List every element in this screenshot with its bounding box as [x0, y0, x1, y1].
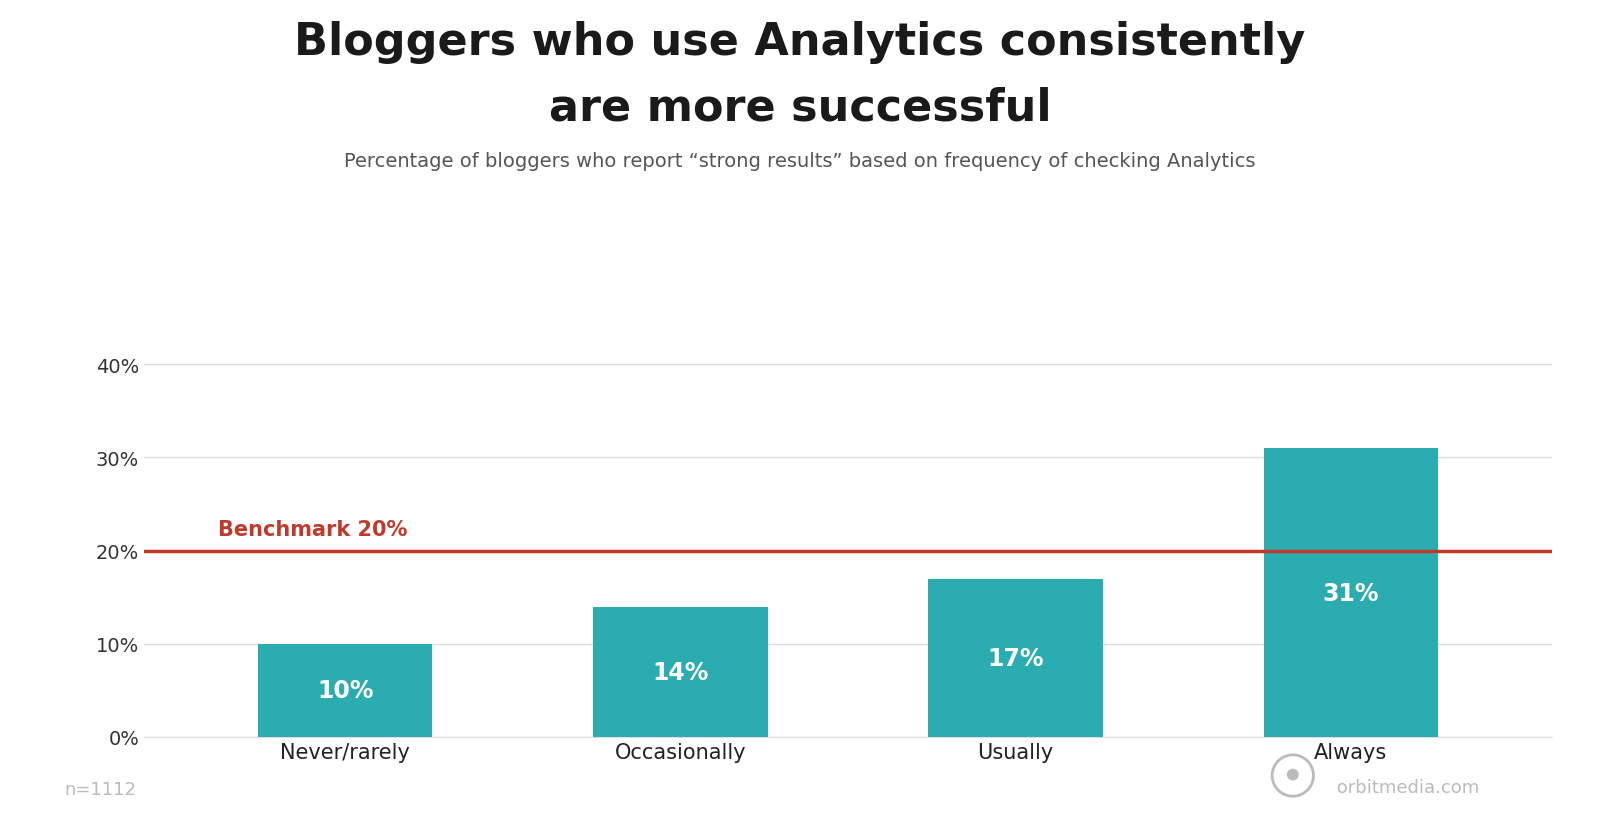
Bar: [594, 607, 768, 737]
Text: 14%: 14%: [653, 660, 709, 684]
Text: orbitmedia.com: orbitmedia.com: [1331, 778, 1480, 796]
Bar: [1264, 449, 1438, 737]
Text: 17%: 17%: [987, 646, 1043, 670]
Bar: [258, 644, 432, 737]
Text: Benchmark 20%: Benchmark 20%: [218, 520, 406, 540]
Text: are more successful: are more successful: [549, 86, 1051, 129]
Text: n=1112: n=1112: [64, 781, 136, 799]
Text: 10%: 10%: [317, 679, 373, 703]
Circle shape: [1286, 769, 1299, 781]
Text: Percentage of bloggers who report “strong results” based on frequency of checkin: Percentage of bloggers who report “stron…: [344, 152, 1256, 170]
Bar: [928, 579, 1102, 737]
Text: 31%: 31%: [1323, 581, 1379, 604]
Text: Bloggers who use Analytics consistently: Bloggers who use Analytics consistently: [294, 20, 1306, 63]
